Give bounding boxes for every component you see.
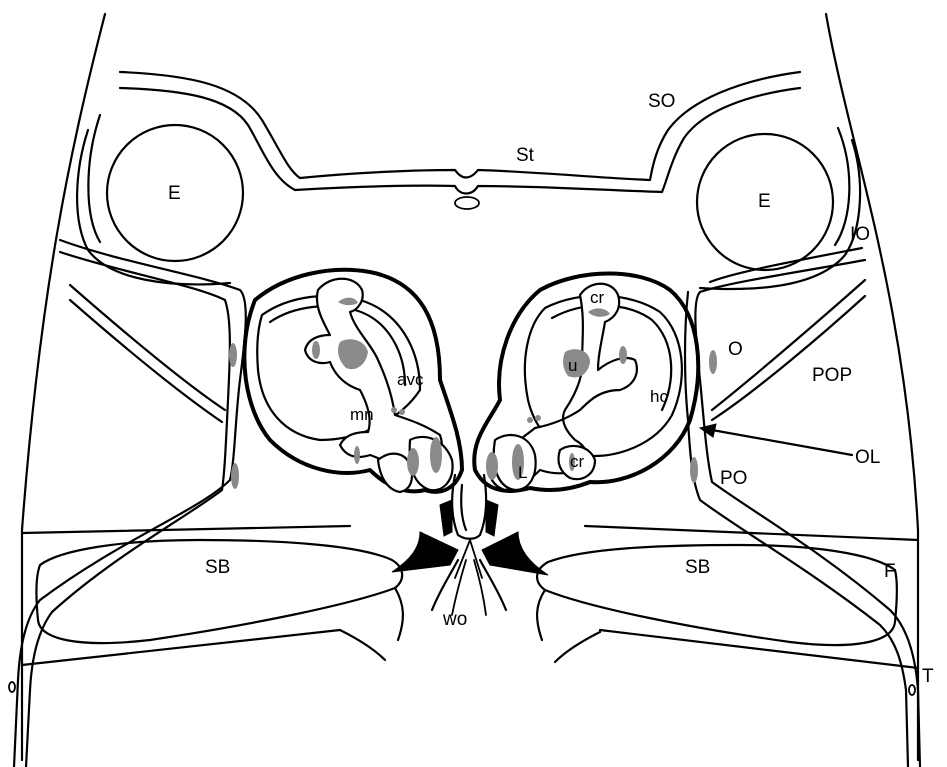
eye-left (76, 113, 245, 286)
left-labyrinth (242, 267, 464, 494)
label-f: F (884, 561, 896, 582)
label-eye-left: E (168, 183, 181, 204)
body-outline (20, 12, 920, 762)
label-u: u (568, 356, 577, 375)
eye-right (695, 126, 862, 291)
label-ol: OL (855, 447, 880, 468)
label-so: SO (648, 91, 675, 112)
label-po: PO (720, 468, 747, 489)
label-cr-bottom: cr (570, 452, 585, 471)
label-st: St (516, 145, 535, 166)
weberian-area (391, 473, 549, 616)
label-pop: POP (812, 365, 852, 386)
label-eye-right: E (758, 191, 771, 212)
right-labyrinth (472, 271, 701, 493)
label-o: O (728, 339, 743, 360)
label-sb-right: SB (685, 557, 710, 578)
label-mn: mn (350, 405, 374, 424)
supratemporal-commissure (293, 168, 664, 210)
label-hc: hc (650, 387, 668, 406)
swimbladder-right (536, 543, 898, 664)
label-wo: wo (442, 609, 467, 630)
supraorbital-canal-left (118, 70, 302, 192)
label-io: IO (850, 224, 870, 245)
label-avc: avc (397, 370, 424, 389)
trunk-lines (8, 678, 922, 767)
canal-left (16, 238, 247, 692)
supraorbital-canal-right (648, 70, 802, 194)
canal-right (683, 246, 920, 692)
swimbladder-left (35, 538, 404, 662)
label-sb-left: SB (205, 557, 230, 578)
horizontal-partition (20, 524, 920, 670)
ol-arrow (698, 423, 854, 457)
label-l: L (518, 463, 527, 482)
label-cr-top: cr (590, 288, 605, 307)
label-t: T (922, 666, 934, 687)
